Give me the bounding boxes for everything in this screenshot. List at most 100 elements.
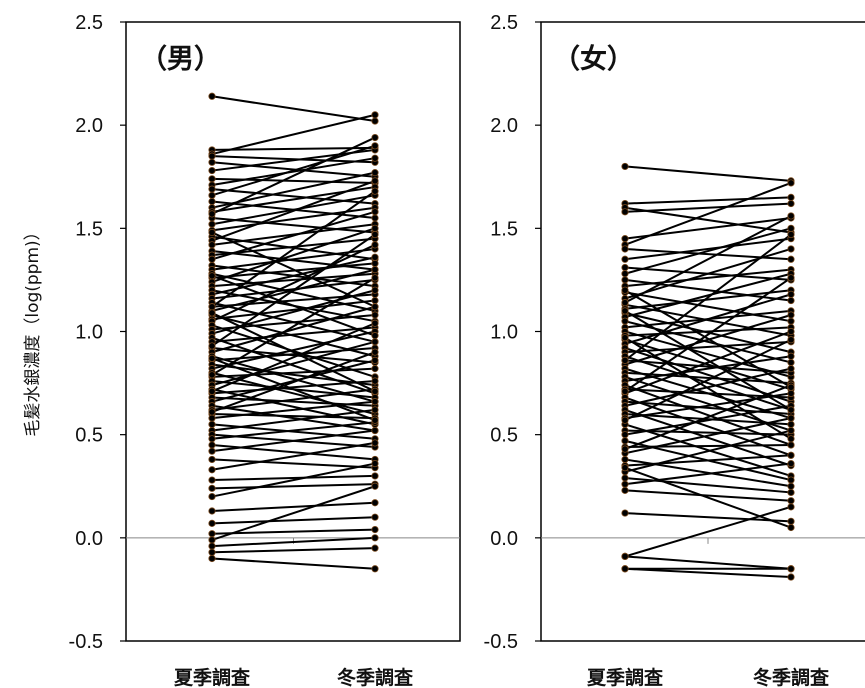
y-tick-label: 2.5 — [490, 12, 518, 34]
subject-line — [624, 338, 792, 422]
data-point — [371, 187, 379, 195]
subject-line — [624, 400, 792, 416]
subject-line — [624, 466, 792, 529]
data-point — [208, 371, 216, 379]
subject-line — [211, 351, 376, 413]
data-point — [371, 338, 379, 346]
subject-line — [211, 408, 376, 432]
subject-line — [624, 512, 792, 523]
data-point — [371, 133, 379, 142]
data-point — [787, 488, 795, 497]
data-point — [621, 317, 629, 325]
subject-line — [624, 289, 792, 389]
subject-line — [624, 336, 792, 440]
subject-line — [211, 388, 376, 411]
data-point — [371, 377, 379, 385]
data-point — [208, 507, 216, 515]
data-point — [621, 307, 629, 315]
y-tick-label: 1.0 — [75, 322, 103, 344]
subject-line — [211, 231, 376, 308]
data-point — [621, 565, 629, 573]
subject-line — [211, 322, 376, 393]
y-tick-label: 1.0 — [490, 322, 518, 344]
subject-line — [211, 274, 376, 337]
data-point — [371, 296, 379, 305]
data-point — [371, 286, 379, 294]
data-point — [208, 441, 216, 449]
data-point — [787, 565, 795, 573]
data-point — [787, 352, 795, 360]
data-point — [621, 276, 629, 284]
x-category-label: 冬季調査 — [337, 666, 414, 688]
data-point — [371, 224, 379, 232]
data-point — [787, 199, 795, 208]
subject-line — [211, 429, 376, 453]
subject-line — [211, 217, 376, 234]
data-point — [208, 455, 216, 464]
data-point — [208, 435, 216, 443]
data-point — [621, 299, 629, 307]
subject-line — [211, 299, 376, 321]
subject-line — [211, 95, 376, 123]
data-point — [371, 525, 379, 534]
data-point — [621, 334, 629, 342]
data-point — [371, 439, 379, 447]
data-point — [208, 241, 216, 249]
data-point — [787, 389, 795, 397]
y-axis-label: 毛髪水銀濃度（log(ppm)） — [23, 223, 43, 436]
data-point — [208, 255, 216, 263]
subject-line — [624, 555, 792, 570]
data-point — [787, 426, 795, 435]
subject-line — [211, 421, 376, 440]
data-point — [208, 484, 216, 492]
data-point — [371, 111, 379, 119]
subject-line — [211, 357, 376, 422]
data-point — [787, 414, 795, 422]
subject-line — [211, 190, 376, 308]
y-tick-label: 2.0 — [75, 115, 103, 137]
data-point — [371, 565, 379, 573]
data-point — [208, 309, 216, 317]
subject-line — [624, 311, 792, 354]
subject-line — [624, 392, 792, 420]
y-tick-label: 1.5 — [490, 218, 518, 240]
data-point — [787, 255, 795, 263]
data-point — [621, 387, 629, 395]
data-point — [208, 554, 216, 563]
data-point — [787, 245, 795, 253]
subject-line — [211, 528, 376, 535]
data-point — [208, 342, 216, 350]
data-point — [621, 255, 629, 263]
data-point — [787, 358, 795, 367]
data-point — [208, 414, 216, 422]
subject-line — [624, 371, 792, 385]
subject-line — [624, 454, 792, 467]
data-point — [371, 241, 379, 249]
subject-line — [211, 340, 376, 387]
data-point — [621, 235, 629, 243]
data-point — [787, 230, 795, 239]
subject-line — [624, 291, 792, 323]
data-point — [371, 311, 379, 319]
subject-line — [211, 380, 376, 395]
data-point — [371, 265, 379, 274]
data-point — [208, 272, 216, 280]
chart-panel-male: -0.5 0.0 0.5 1.0 1.5 2.0 2.5 （男） 夏季調査 冬季調査 — [69, 12, 461, 688]
panel-title: （男） — [140, 44, 221, 75]
data-point — [208, 158, 216, 166]
data-point — [371, 348, 379, 356]
subject-line — [624, 227, 792, 275]
subject-line — [211, 367, 376, 378]
data-point — [208, 185, 216, 193]
data-point — [371, 259, 379, 268]
data-point — [621, 455, 629, 464]
subject-line — [211, 177, 376, 184]
subject-line — [624, 215, 792, 304]
y-tick-label: 0.0 — [490, 528, 518, 550]
subject-line — [624, 505, 792, 558]
data-point — [787, 482, 795, 490]
data-point — [371, 544, 379, 552]
data-point — [621, 445, 629, 453]
data-point — [371, 253, 379, 261]
data-point — [787, 383, 795, 391]
